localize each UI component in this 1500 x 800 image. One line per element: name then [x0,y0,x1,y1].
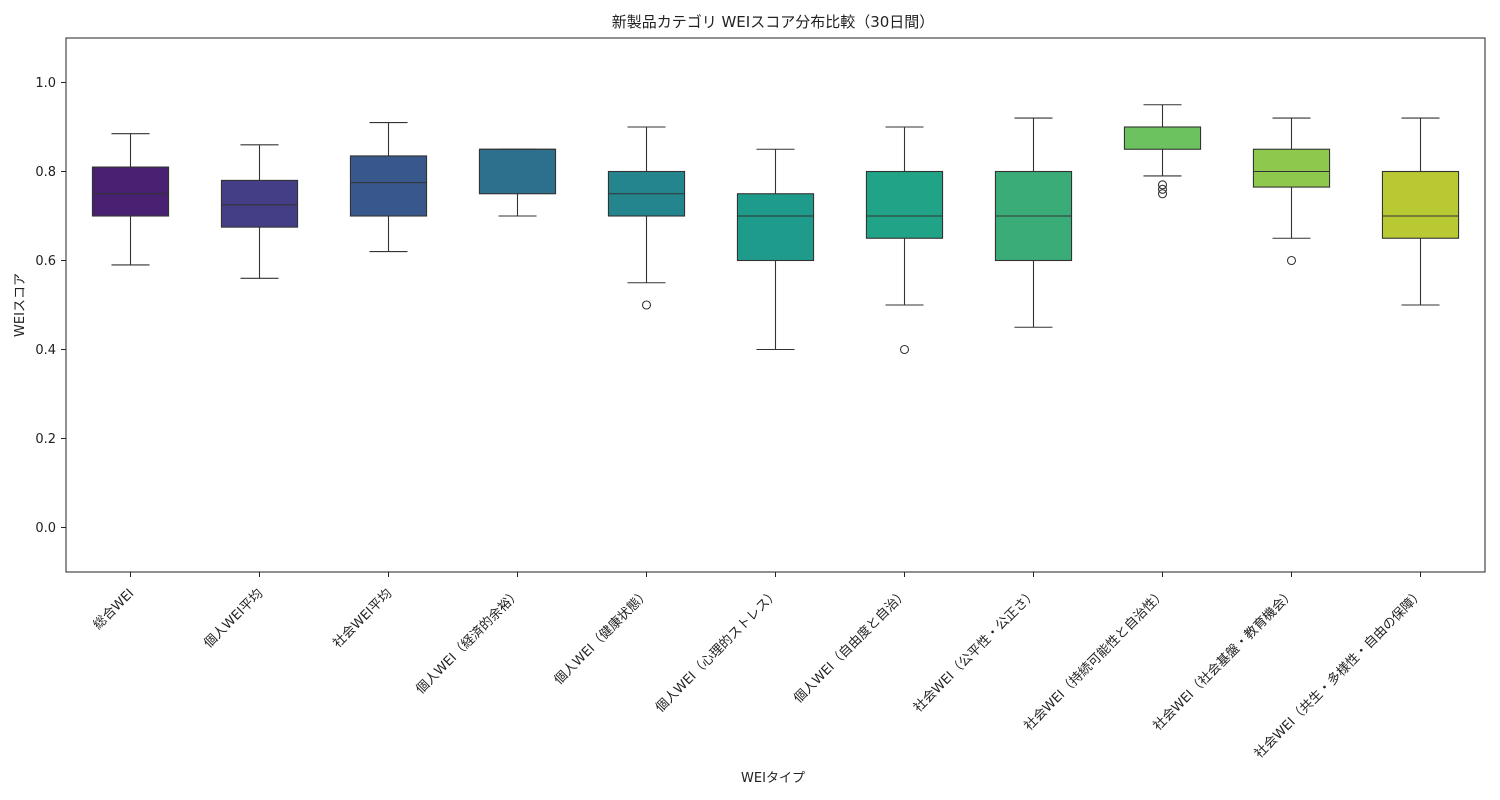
box-9 [1252,148,1331,188]
y-axis-label: WEIスコア [13,273,28,337]
x-tick-label: 総合WEI [91,586,138,633]
y-tick-label: 1.0 [35,76,56,91]
x-tick-label: 個人WEI（自由度と自治） [790,586,911,707]
chart-title: 新製品カテゴリ WEIスコア分布比較（30日間） [612,13,935,31]
x-tick-label: 個人WEI（経済的余裕） [413,586,525,698]
outlier-point [641,300,652,310]
x-tick-label: 社会WEI平均 [330,586,396,652]
x-tick-label: 社会WEI（社会基盤・教育機会） [1150,586,1298,734]
y-tick-label: 0.6 [35,254,56,269]
y-tick-label: 0.2 [35,432,56,447]
box-8 [1123,126,1202,150]
outlier-point [1157,184,1168,194]
box-10 [1381,170,1460,239]
box-5 [736,193,815,262]
x-tick-label: 個人WEI（心理的ストレス） [652,586,782,716]
outlier-point [1286,255,1297,266]
box-6 [865,170,944,239]
box-2 [349,155,428,217]
box-3 [478,148,557,195]
y-tick-label: 0.4 [35,343,56,358]
outlier-point [899,344,910,355]
y-tick-label: 0.0 [35,521,56,536]
y-tick-label: 0.8 [35,165,56,180]
x-axis-label: WEIタイプ [741,771,805,786]
box-1 [220,179,299,228]
x-tick-label: 個人WEI（健康状態） [551,586,653,688]
box-0 [91,166,170,217]
outlier-point [1157,180,1168,190]
x-tick-label: 個人WEI平均 [201,586,266,651]
outlier-point [1157,189,1168,199]
x-tick-label: 社会WEI（公平性・公正さ） [910,586,1040,716]
x-tick-label: 社会WEI（持続可能性と自治性） [1021,586,1169,734]
